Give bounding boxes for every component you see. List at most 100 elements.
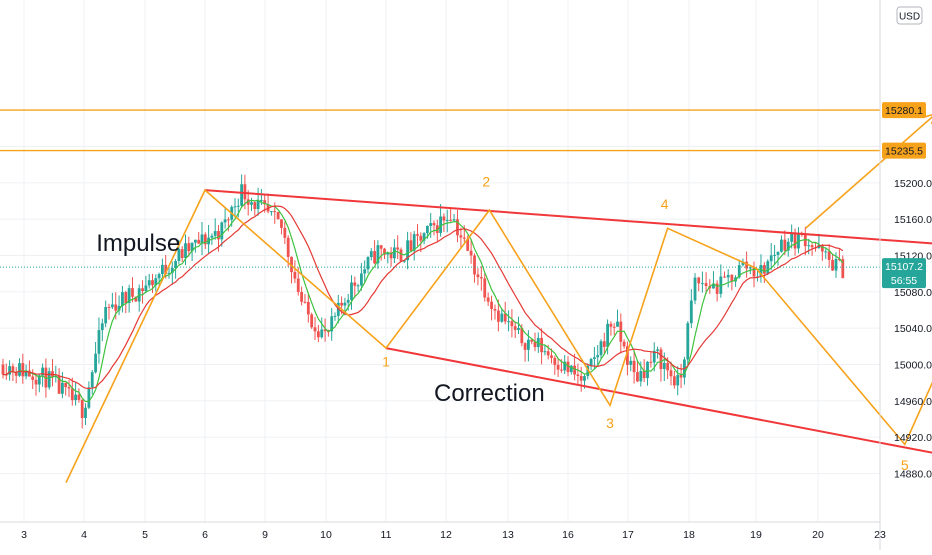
candle-body: [426, 225, 429, 234]
candle-body: [164, 264, 168, 274]
candle-body: [131, 288, 134, 297]
candle-body: [689, 300, 693, 324]
candle-body: [483, 278, 487, 298]
candle-body: [236, 205, 240, 207]
candle-body: [310, 314, 314, 328]
candle-body: [127, 288, 131, 303]
candle-body: [419, 235, 423, 241]
candle-body: [350, 282, 353, 300]
ma-fast-line: [2, 199, 844, 403]
candle-body: [556, 364, 560, 370]
annotations: 12345ImpulseCorrectionImpulse: [96, 173, 909, 472]
candle-body: [769, 255, 773, 262]
candle-body: [84, 407, 87, 418]
candle-body: [402, 260, 406, 262]
candle-body: [286, 237, 290, 257]
candle-body: [273, 211, 277, 213]
candle-body: [227, 219, 230, 221]
candle-body: [507, 321, 510, 323]
candle-body: [8, 366, 11, 375]
candle-body: [363, 269, 367, 274]
candle-body: [452, 219, 456, 221]
candle-body: [376, 245, 380, 264]
candle-body: [406, 240, 409, 261]
candle-body: [151, 280, 154, 286]
candle-body: [187, 243, 191, 252]
candle-body: [141, 288, 144, 292]
candle-body: [701, 283, 704, 285]
candle-body: [563, 361, 567, 371]
trendline-upper: [204, 189, 932, 245]
candle-body: [583, 376, 586, 381]
candle-body: [831, 259, 834, 271]
candle-body: [44, 367, 48, 388]
candle-body: [70, 388, 74, 401]
currency-badge: [896, 6, 923, 25]
candle-body: [1, 364, 5, 375]
wave-lines: [65, 114, 932, 483]
candle-body: [77, 394, 81, 400]
candle-body: [517, 328, 520, 330]
time-tick-label: 5: [142, 529, 148, 541]
time-tick-label: 6: [202, 529, 208, 541]
candle-body: [479, 277, 483, 279]
candle-body: [412, 234, 416, 251]
candle-body: [360, 273, 363, 286]
candle-body: [61, 382, 64, 394]
candle-body: [676, 375, 680, 386]
time-tick-label: 3: [21, 529, 27, 541]
candle-body: [260, 200, 263, 202]
candle-body: [213, 231, 217, 236]
candle-body: [546, 351, 550, 356]
candle-body: [343, 302, 347, 306]
candle-body: [356, 285, 360, 287]
time-tick-label: 11: [381, 529, 392, 541]
candle-body: [793, 232, 797, 249]
candle-body: [439, 216, 442, 233]
level-price-tag: [882, 142, 926, 159]
candle-body: [240, 184, 243, 206]
candle-body: [748, 267, 752, 269]
candle-body: [121, 292, 124, 306]
candle-body: [24, 370, 28, 377]
candle-body: [466, 238, 470, 251]
candle-body: [320, 329, 324, 338]
candle-body: [737, 265, 741, 278]
candle-body: [110, 304, 114, 308]
candle-body: [530, 339, 534, 342]
candle-body: [270, 211, 273, 213]
candle-body: [780, 239, 783, 252]
candle-body: [174, 261, 177, 269]
candle-body: [422, 233, 426, 241]
candle-body: [762, 265, 766, 274]
candle-body: [533, 341, 537, 348]
candle-body: [170, 268, 174, 273]
candle-body: [180, 249, 184, 258]
candle-body: [217, 231, 220, 240]
candle-body: [520, 328, 524, 344]
candle-body: [456, 219, 459, 236]
candle-body: [824, 251, 828, 253]
candle-body: [416, 234, 419, 236]
candle-body: [599, 341, 603, 356]
candle-body: [662, 362, 666, 369]
candle-body: [573, 365, 576, 375]
candle-body: [389, 252, 393, 259]
candle-body: [250, 202, 253, 205]
price-tick-label: 15200.0: [894, 178, 932, 190]
candle-body: [386, 252, 390, 255]
candle-body: [820, 244, 824, 252]
time-tick-label: 16: [562, 529, 574, 541]
candle-body: [569, 365, 573, 373]
candle-body: [500, 313, 504, 322]
level-price-text: 15235.5: [885, 146, 923, 158]
candle-body: [834, 258, 838, 271]
candle-body: [80, 399, 84, 418]
candle-body: [449, 219, 453, 221]
candle-body: [550, 355, 553, 358]
candle-body: [606, 323, 609, 347]
candle-body: [649, 361, 653, 363]
candle-body: [399, 249, 403, 262]
